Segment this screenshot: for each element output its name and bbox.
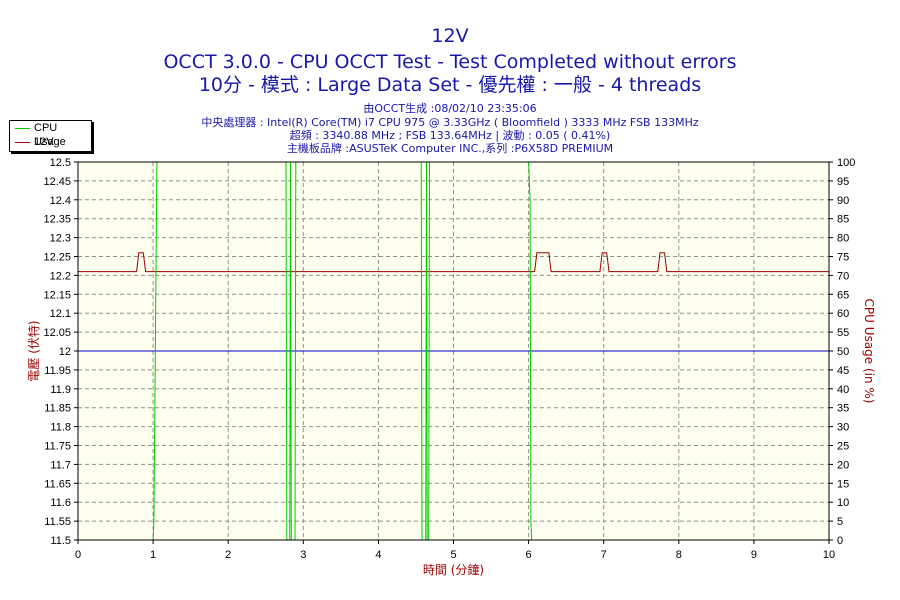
chart-legend: CPU Usage 12V [9,120,92,152]
legend-swatch-12v [15,142,30,143]
y2-tick-label: 0 [837,535,843,547]
y-tick-label: 12 [59,346,71,358]
y-tick-label: 11.55 [44,516,71,528]
y-axis-label: 電壓 (伏特) [26,320,41,381]
x-tick-label: 0 [75,549,81,561]
y2-tick-label: 20 [837,459,849,471]
y-tick-label: 11.65 [44,478,71,490]
y-tick-label: 12.15 [43,289,71,301]
x-tick-label: 10 [823,549,835,561]
y2-tick-label: 10 [837,497,849,509]
y2-tick-label: 75 [837,252,849,264]
y-tick-label: 12.35 [43,214,71,226]
legend-swatch-cpu-usage [15,128,30,129]
y2-tick-label: 70 [837,270,849,282]
y2-tick-label: 60 [837,308,849,320]
y2-tick-label: 25 [837,441,849,453]
y2-tick-label: 85 [837,214,849,226]
series-line-12v [78,252,829,273]
y-tick-label: 11.7 [50,459,71,471]
y2-tick-label: 5 [837,516,843,528]
legend-label-12v: 12V [34,136,54,148]
y2-tick-label: 100 [837,157,855,169]
info-generated: 由OCCT生成 :08/02/10 23:35:06 [363,102,537,115]
x-tick-label: 5 [450,549,456,561]
y-tick-label: 12.4 [50,195,71,207]
y2-tick-label: 65 [837,289,849,301]
y2-tick-label: 15 [837,478,849,490]
y-tick-label: 12.45 [43,176,71,188]
y2-tick-label: 95 [837,176,849,188]
x-axis-label: 時間 (分鐘) [423,562,484,577]
x-tick-label: 9 [751,549,757,561]
x-tick-label: 8 [676,549,682,561]
y2-tick-label: 35 [837,403,849,415]
chart-title: 12V [431,25,469,47]
y-tick-label: 11.8 [50,422,71,434]
info-motherboard: 主機板品牌 :ASUSTeK Computer INC.,系列 :P6X58D … [286,142,614,155]
y-tick-label: 12.05 [43,327,71,339]
y2-tick-label: 55 [837,327,849,339]
y-tick-label: 12.2 [50,270,71,282]
x-tick-label: 7 [601,549,607,561]
y-tick-label: 11.9 [50,384,71,396]
y-tick-label: 11.95 [44,365,71,377]
x-tick-label: 4 [375,549,381,561]
x-tick-label: 1 [150,549,156,561]
x-tick-label: 6 [526,549,532,561]
y-tick-label: 11.6 [50,497,71,509]
y-tick-label: 11.85 [44,403,71,415]
y2-tick-label: 90 [837,195,849,207]
y2-tick-label: 50 [837,346,849,358]
y2-tick-label: 30 [837,422,849,434]
info-overclock: 超頻 : 3340.88 MHz ; FSB 133.64MHz | 波動 : … [289,129,611,142]
y-tick-label: 12.3 [50,233,71,245]
x-tick-label: 2 [225,549,231,561]
chart-subtitle-test: OCCT 3.0.0 - CPU OCCT Test - Test Comple… [163,51,737,73]
y2-tick-label: 40 [837,384,849,396]
y2-tick-label: 80 [837,233,849,245]
y-tick-label: 12.1 [50,308,71,320]
legend-label-cpu-usage: CPU Usage [34,122,66,148]
x-tick-label: 3 [300,549,306,561]
legend-item-cpu-usage: CPU Usage [10,121,91,148]
y-tick-label: 12.5 [50,157,71,169]
chart-subtitle-mode: 10分 - 模式 : Large Data Set - 優先權 : 一般 - 4… [198,74,702,96]
y-tick-label: 11.5 [50,535,71,547]
y2-tick-label: 45 [837,365,849,377]
legend-item-12v: 12V [10,135,91,149]
info-cpu: 中央處理器 : Intel(R) Core(TM) i7 CPU 975 @ 3… [201,116,699,129]
y-tick-label: 12.25 [43,252,71,264]
y-tick-label: 11.75 [44,441,71,453]
y2-axis-label: CPU Usage (in %) [862,299,876,404]
